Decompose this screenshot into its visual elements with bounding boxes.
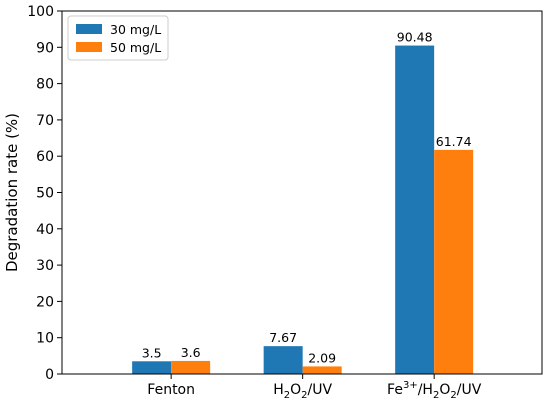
bar-1-1 (302, 366, 342, 374)
y-tick-label: 20 (36, 294, 54, 310)
x-tick-label: H2O2/UV (273, 382, 332, 401)
bar-1-2 (434, 149, 474, 374)
x-tick-label-part: O (290, 382, 301, 398)
x-tick-label-part: /UV (457, 382, 482, 398)
legend-label: 50 mg/L (110, 40, 161, 55)
y-tick-label: 80 (36, 77, 54, 93)
x-tick-label-part: 2 (301, 390, 307, 401)
y-tick-label: 90 (36, 40, 54, 56)
data-label: 61.74 (436, 134, 472, 149)
plot-frame (61, 10, 543, 375)
data-labels-layer: 3.5 7.67 90.48 3.6 2.09 61.74 (142, 30, 472, 366)
bar-1-0 (171, 360, 211, 374)
x-tick-label-part: 2 (433, 390, 439, 401)
legend-swatch (76, 42, 102, 52)
y-tick-label: 100 (27, 4, 54, 20)
x-tick-label-part: /UV (308, 382, 333, 398)
y-tick-label: 40 (36, 222, 54, 238)
x-tick-label-part: /H (418, 382, 433, 398)
y-tick-label: 0 (45, 367, 54, 383)
data-label: 3.5 (142, 345, 162, 360)
bars-layer (132, 45, 474, 375)
y-axis: 0 10 20 30 40 50 60 70 80 90 100 (27, 4, 62, 383)
bar-0-0 (132, 361, 172, 374)
x-tick-label-part: 2 (284, 390, 290, 401)
x-tick-label: Fenton (147, 382, 195, 398)
y-tick-label: 70 (36, 113, 54, 129)
x-tick-label-part: H (273, 382, 284, 398)
x-tick-label-part: O (439, 382, 450, 398)
x-tick-label-part: 3+ (403, 380, 418, 391)
y-axis-label: Degradation rate (%) (3, 113, 21, 272)
x-tick-label-part: Fe (387, 382, 403, 398)
data-label: 2.09 (308, 350, 336, 365)
data-label: 7.67 (269, 330, 297, 345)
y-tick-label: 60 (36, 149, 54, 165)
legend-label: 30 mg/L (110, 22, 161, 37)
y-tick-label: 50 (36, 186, 54, 202)
x-tick-label-part: Fenton (147, 382, 195, 398)
x-tick-label-part: 2 (450, 390, 456, 401)
data-label: 90.48 (397, 30, 433, 45)
bar-0-2 (395, 45, 435, 375)
legend: 30 mg/L 50 mg/L (67, 15, 169, 61)
x-tick-label: Fe3+/H2O2/UV (387, 380, 482, 401)
legend-swatch (76, 24, 102, 34)
bar-0-1 (263, 346, 303, 374)
y-tick-label: 10 (36, 331, 54, 347)
x-axis: Fenton H2O2/UV Fe3+/H2O2/UV (147, 374, 482, 401)
data-label: 3.6 (181, 345, 201, 360)
y-tick-label: 30 (36, 258, 54, 274)
